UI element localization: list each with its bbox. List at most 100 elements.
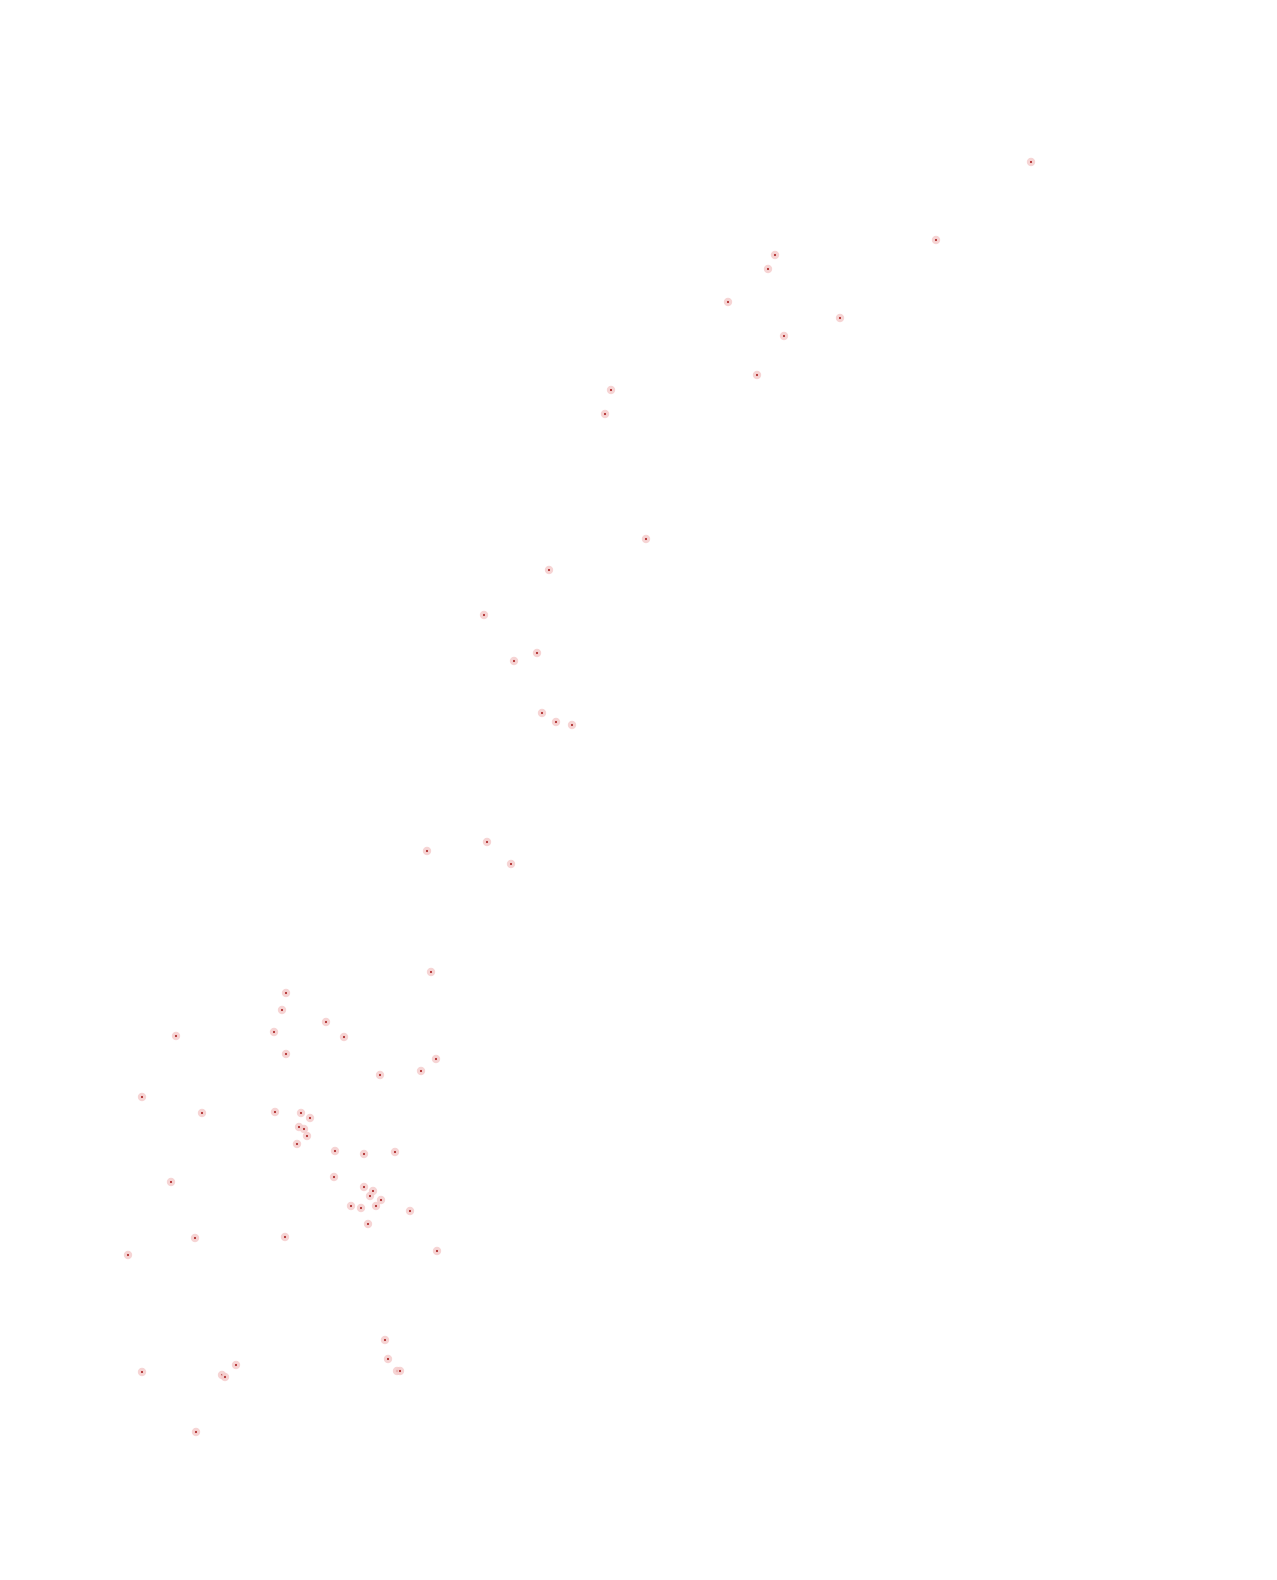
scatter-point [771, 251, 779, 259]
scatter-point [221, 1373, 229, 1381]
scatter-point [607, 386, 615, 394]
scatter-point-marker [727, 301, 729, 303]
scatter-point [281, 1233, 289, 1241]
scatter-point [433, 1247, 441, 1255]
scatter-point-marker [360, 1207, 362, 1209]
scatter-point [347, 1202, 355, 1210]
scatter-point-marker [195, 1431, 197, 1433]
scatter-point [753, 371, 761, 379]
scatter-point-marker [343, 1036, 345, 1038]
scatter-point-marker [394, 1151, 396, 1153]
scatter-point [384, 1355, 392, 1363]
scatter-point-marker [285, 1053, 287, 1055]
scatter-point-marker [284, 1236, 286, 1238]
scatter-point-marker [300, 1112, 302, 1114]
scatter-point-marker [387, 1358, 389, 1360]
scatter-point-marker [435, 1058, 437, 1060]
scatter-point-marker [350, 1205, 352, 1207]
scatter-point [427, 968, 435, 976]
scatter-point [192, 1428, 200, 1436]
scatter-point [278, 1006, 286, 1014]
scatter-point [724, 298, 732, 306]
scatter-point-marker [426, 850, 428, 852]
scatter-point [271, 1108, 279, 1116]
scatter-point-marker [430, 971, 432, 973]
scatter-point-marker [774, 254, 776, 256]
scatter-point-marker [175, 1035, 177, 1037]
scatter-point [533, 649, 541, 657]
scatter-point [780, 332, 788, 340]
scatter-point-marker [303, 1128, 305, 1130]
scatter-point-marker [541, 712, 543, 714]
scatter-point [364, 1220, 372, 1228]
scatter-point-marker [375, 1205, 377, 1207]
scatter-point [360, 1150, 368, 1158]
scatter-point [303, 1132, 311, 1140]
scatter-point [480, 611, 488, 619]
scatter-point-marker [510, 863, 512, 865]
scatter-point [483, 838, 491, 846]
scatter-point [545, 566, 553, 574]
scatter-point [340, 1033, 348, 1041]
scatter-point-marker [333, 1176, 335, 1178]
scatter-point [172, 1032, 180, 1040]
scatter-point-marker [369, 1195, 371, 1197]
scatter-point-marker [372, 1190, 374, 1192]
scatter-point-marker [935, 239, 937, 241]
scatter-point [417, 1067, 425, 1075]
scatter-point [391, 1148, 399, 1156]
scatter-point-marker [483, 614, 485, 616]
scatter-point [423, 847, 431, 855]
scatter-point [642, 535, 650, 543]
scatter-point-marker [555, 721, 557, 723]
scatter-point [366, 1192, 374, 1200]
scatter-point-marker [298, 1126, 300, 1128]
scatter-point-marker [367, 1223, 369, 1225]
scatter-point-marker [645, 538, 647, 540]
scatter-point [568, 721, 576, 729]
scatter-point-marker [273, 1031, 275, 1033]
scatter-point-marker [380, 1199, 382, 1201]
scatter-point [198, 1109, 206, 1117]
scatter-point-marker [1030, 161, 1032, 163]
scatter-point [372, 1202, 380, 1210]
scatter-point-marker [610, 389, 612, 391]
scatter-point-marker [285, 992, 287, 994]
scatter-point-marker [274, 1111, 276, 1113]
scatter-point [510, 657, 518, 665]
scatter-point-marker [235, 1364, 237, 1366]
scatter-point-marker [436, 1250, 438, 1252]
scatter-point [138, 1368, 146, 1376]
scatter-point-marker [756, 374, 758, 376]
scatter-point-marker [306, 1135, 308, 1137]
scatter-point [138, 1093, 146, 1101]
scatter-point-marker [194, 1237, 196, 1239]
scatter-point [360, 1183, 368, 1191]
scatter-point-marker [839, 317, 841, 319]
scatter-point-marker [201, 1112, 203, 1114]
scatter-point-marker [281, 1009, 283, 1011]
scatter-point-marker [334, 1150, 336, 1152]
scatter-point [124, 1251, 132, 1259]
scatter-point-marker [141, 1096, 143, 1098]
scatter-point [552, 718, 560, 726]
scatter-point [932, 236, 940, 244]
scatter-point-marker [379, 1074, 381, 1076]
scatter-point-marker [420, 1070, 422, 1072]
scatter-point-marker [384, 1339, 386, 1341]
scatter-point-marker [325, 1021, 327, 1023]
scatter-point [432, 1055, 440, 1063]
scatter-point-marker [127, 1254, 129, 1256]
scatter-point [232, 1361, 240, 1369]
scatter-point [297, 1109, 305, 1117]
scatter-point-marker [141, 1371, 143, 1373]
scatter-point [270, 1028, 278, 1036]
scatter-point [282, 989, 290, 997]
scatter-point [357, 1204, 365, 1212]
scatter-point [330, 1173, 338, 1181]
scatter-point [191, 1234, 199, 1242]
scatter-point [167, 1178, 175, 1186]
scatter-point-marker [548, 569, 550, 571]
scatter-point [601, 410, 609, 418]
